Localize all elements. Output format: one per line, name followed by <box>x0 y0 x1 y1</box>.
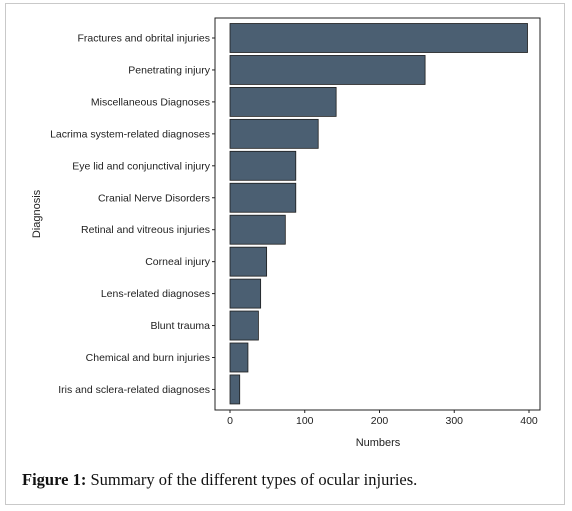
category-label: Chemical and burn injuries <box>86 352 210 364</box>
category-label: Lens-related diagnoses <box>101 288 210 300</box>
category-label: Lacrima system-related diagnoses <box>50 128 210 140</box>
bar <box>229 150 297 181</box>
category-label: Corneal injury <box>145 256 211 268</box>
bar <box>229 87 337 117</box>
y-axis-title: Diagnosis <box>31 189 43 238</box>
x-axis-title: Numbers <box>356 437 401 449</box>
bar <box>229 182 297 213</box>
bar <box>229 23 528 53</box>
bar <box>229 342 249 373</box>
category-label: Retinal and vitreous injuries <box>81 224 210 236</box>
x-tick-label: 0 <box>227 415 233 427</box>
x-tick-label: 100 <box>296 415 314 427</box>
category-label: Cranial Nerve Disorders <box>98 192 210 204</box>
category-label: Penetrating injury <box>128 64 210 76</box>
category-label: Eye lid and conjunctival injury <box>72 160 210 172</box>
figure-frame <box>5 3 565 505</box>
category-label: Miscellaneous Diagnoses <box>91 96 210 108</box>
bar <box>229 374 241 405</box>
figure-caption: Figure 1: Summary of the different types… <box>22 470 417 490</box>
bar <box>229 246 268 277</box>
caption-label: Figure 1: <box>22 470 87 489</box>
x-tick-label: 200 <box>371 415 389 427</box>
bar <box>229 118 319 149</box>
x-tick-label: 400 <box>520 415 538 427</box>
bar <box>229 310 259 341</box>
category-label: Iris and sclera-related diagnoses <box>58 384 210 396</box>
plot-panel <box>214 17 541 411</box>
bar <box>229 214 286 245</box>
caption-text: Summary of the different types of ocular… <box>86 470 418 489</box>
bar <box>229 55 426 85</box>
category-label: Fractures and obrital injuries <box>78 33 210 45</box>
x-tick-label: 300 <box>445 415 463 427</box>
bar <box>229 278 262 309</box>
category-label: Blunt trauma <box>150 320 210 332</box>
